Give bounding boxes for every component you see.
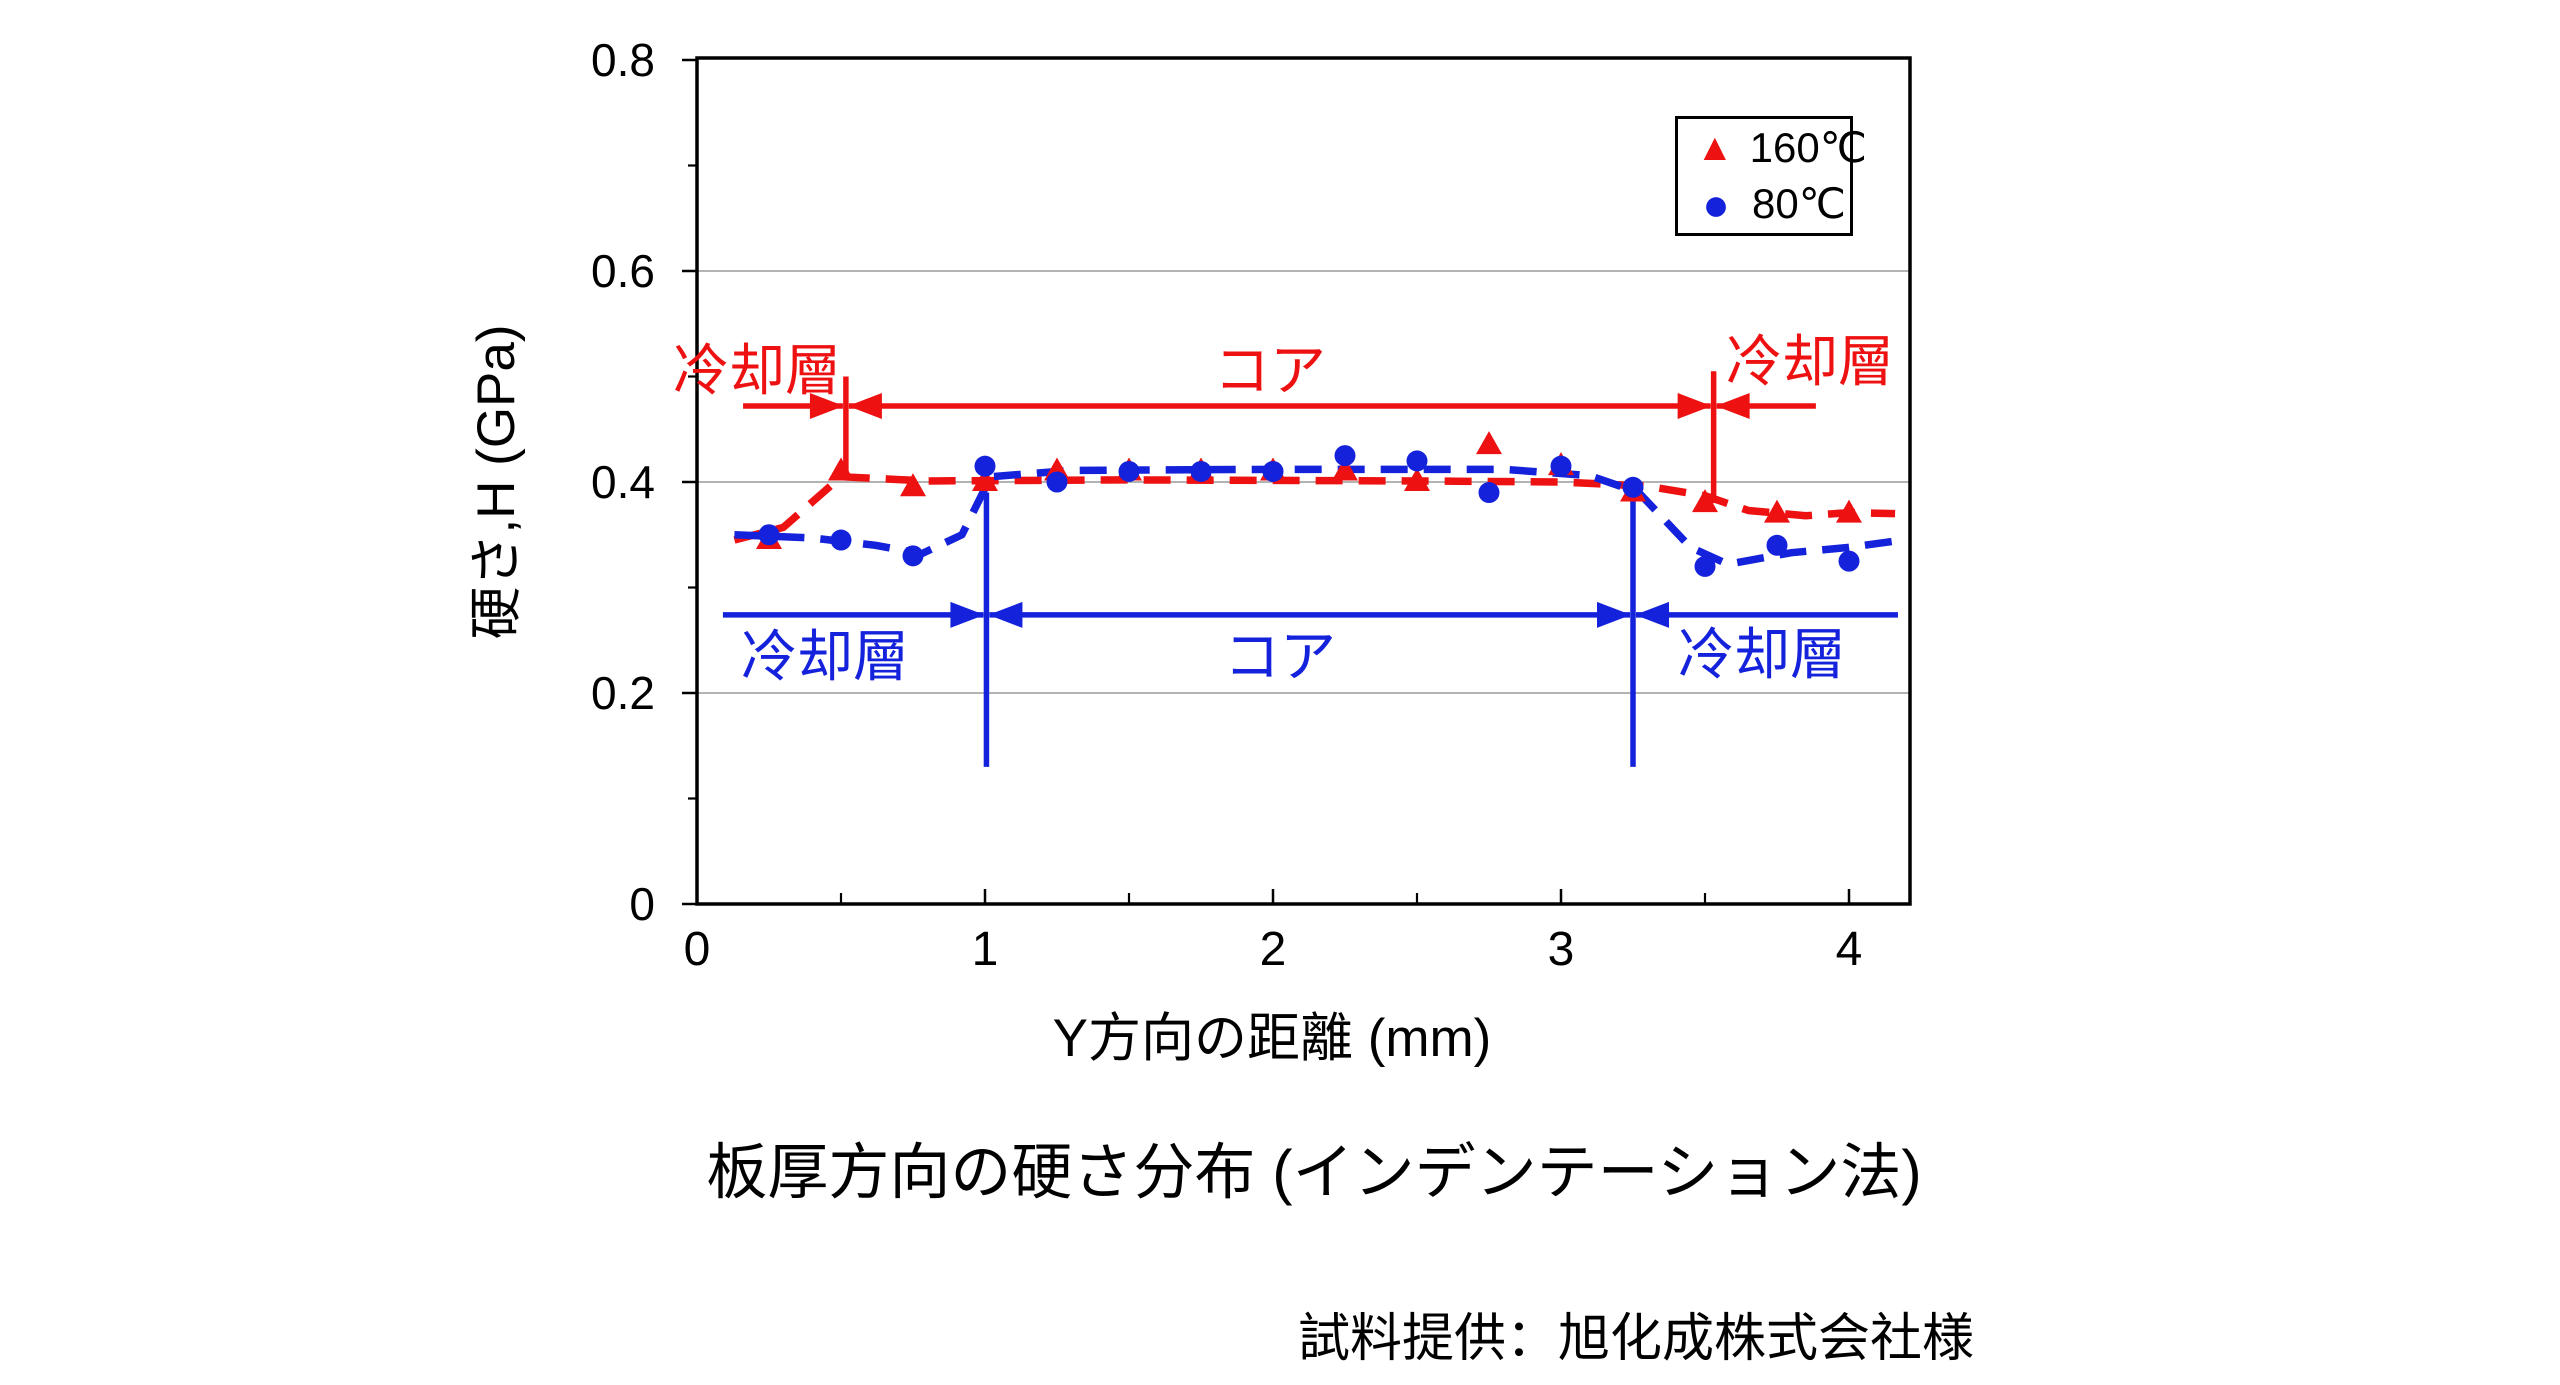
series-markers-80℃ xyxy=(758,445,1860,577)
x-tick-label-0: 0 xyxy=(683,923,711,976)
x-tick-label-3: 3 xyxy=(1547,923,1575,976)
x-tick-label-2: 2 xyxy=(1259,923,1287,976)
annotation-label-red-cooling-left: 冷却層 xyxy=(673,339,841,402)
figure-credit: 試料提供：旭化成株式会社様 xyxy=(1297,1310,1975,1368)
annotation-label-blue-core: コア xyxy=(1224,625,1336,688)
x-axis-title: Y方向の距離 (mm) xyxy=(1052,1009,1492,1068)
triangle-marker-icon: ▲ xyxy=(1696,127,1734,169)
x-tick-label-4: 4 xyxy=(1835,923,1863,976)
y-axis-title: 硬さ,H (GPa) xyxy=(467,324,526,640)
legend-entry-160c: ▲ 160℃ xyxy=(1678,122,1867,174)
y-tick-label-0.4: 0.4 xyxy=(591,456,655,508)
y-tick-label-0.2: 0.2 xyxy=(591,667,655,719)
legend-label-160c: 160℃ xyxy=(1749,124,1867,171)
legend: ▲ 160℃ ● 80℃ xyxy=(1675,116,1867,236)
y-tick-label-0: 0 xyxy=(629,878,655,930)
y-tick-label-0.8: 0.8 xyxy=(591,34,655,86)
legend-label-80c: 80℃ xyxy=(1752,180,1846,227)
y-tick-label-0.6: 0.6 xyxy=(591,245,655,297)
figure-title: 板厚方向の硬さ分布 (インデンテーション法) xyxy=(706,1138,1922,1206)
legend-entry-80c: ● 80℃ xyxy=(1678,178,1850,230)
axis-ticks xyxy=(682,58,1851,906)
annotation-label-blue-cooling-left: 冷却層 xyxy=(741,625,909,688)
series-markers-160℃ xyxy=(756,431,1862,550)
annotation-label-blue-cooling-right: 冷却層 xyxy=(1678,623,1846,686)
series-trendline-80℃ xyxy=(734,465,1896,569)
x-tick-label-1: 1 xyxy=(971,923,999,976)
circle-marker-icon: ● xyxy=(1702,178,1730,230)
annotation-80C-layer-spans xyxy=(722,492,1898,767)
series-trendline-160℃ xyxy=(733,472,1896,544)
annotation-label-red-cooling-right: 冷却層 xyxy=(1726,330,1894,393)
annotation-label-red-core: コア xyxy=(1214,339,1326,402)
annotation-160C-layer-spans xyxy=(743,371,1816,504)
